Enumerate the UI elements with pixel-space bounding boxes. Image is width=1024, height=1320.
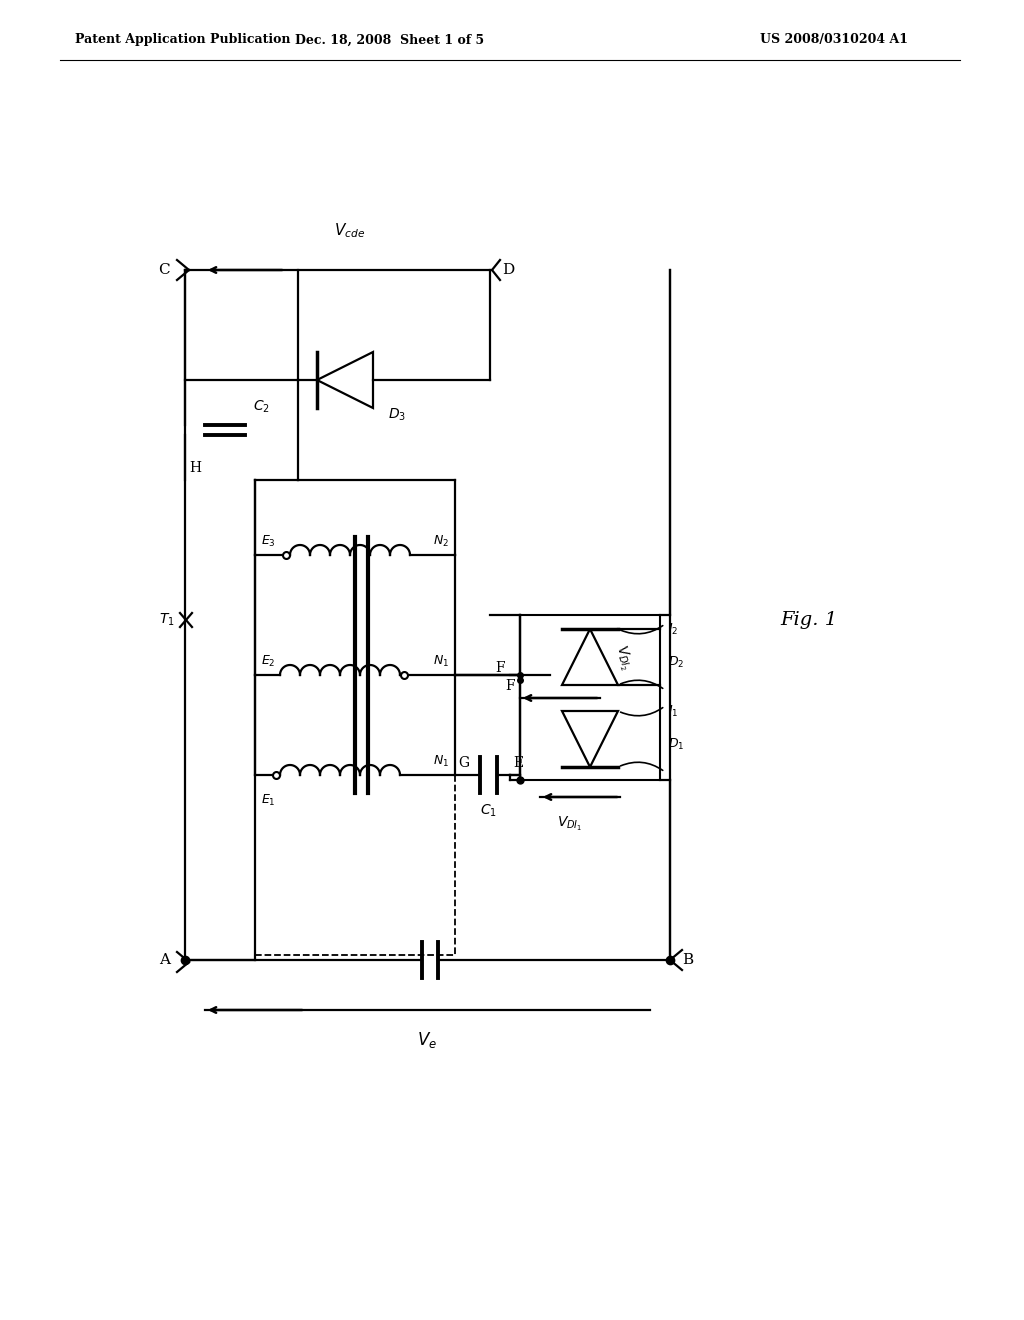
Text: $I_2$: $I_2$ <box>668 622 678 636</box>
Text: $V_{DI_1}$: $V_{DI_1}$ <box>557 814 583 833</box>
Polygon shape <box>317 352 373 408</box>
Text: $D_1$: $D_1$ <box>668 737 684 751</box>
Text: Fig. 1: Fig. 1 <box>780 611 838 630</box>
Text: $N_2$: $N_2$ <box>433 533 449 549</box>
Text: $C_2$: $C_2$ <box>253 399 270 414</box>
Text: $C_1$: $C_1$ <box>479 803 497 820</box>
Text: E: E <box>513 756 523 770</box>
Text: $N_1$: $N_1$ <box>433 653 449 669</box>
Text: A: A <box>159 953 170 968</box>
Text: B: B <box>682 953 693 968</box>
Text: H: H <box>189 461 201 475</box>
Text: D: D <box>502 263 514 277</box>
Text: $E_3$: $E_3$ <box>261 533 275 549</box>
Text: Dec. 18, 2008  Sheet 1 of 5: Dec. 18, 2008 Sheet 1 of 5 <box>296 33 484 46</box>
Bar <box>520 615 660 780</box>
Text: F: F <box>496 661 505 675</box>
Text: G: G <box>458 756 469 770</box>
Text: $D_2$: $D_2$ <box>668 655 684 669</box>
Text: $E_2$: $E_2$ <box>261 653 275 669</box>
Text: $E_1$: $E_1$ <box>261 793 275 808</box>
Text: Patent Application Publication: Patent Application Publication <box>75 33 291 46</box>
Text: $V_e$: $V_e$ <box>417 1030 437 1049</box>
Text: US 2008/0310204 A1: US 2008/0310204 A1 <box>760 33 908 46</box>
Text: C: C <box>159 263 170 277</box>
Text: $D_3$: $D_3$ <box>388 407 407 424</box>
Polygon shape <box>562 630 618 685</box>
Text: $V_{DI_2}$: $V_{DI_2}$ <box>610 643 636 673</box>
Text: $I_1$: $I_1$ <box>668 704 679 718</box>
Text: F: F <box>506 678 515 693</box>
Text: $V_{cde}$: $V_{cde}$ <box>335 222 366 240</box>
Text: $T_1$: $T_1$ <box>160 611 175 628</box>
Polygon shape <box>562 711 618 767</box>
Bar <box>255 480 455 954</box>
Text: $N_1$: $N_1$ <box>433 754 449 770</box>
